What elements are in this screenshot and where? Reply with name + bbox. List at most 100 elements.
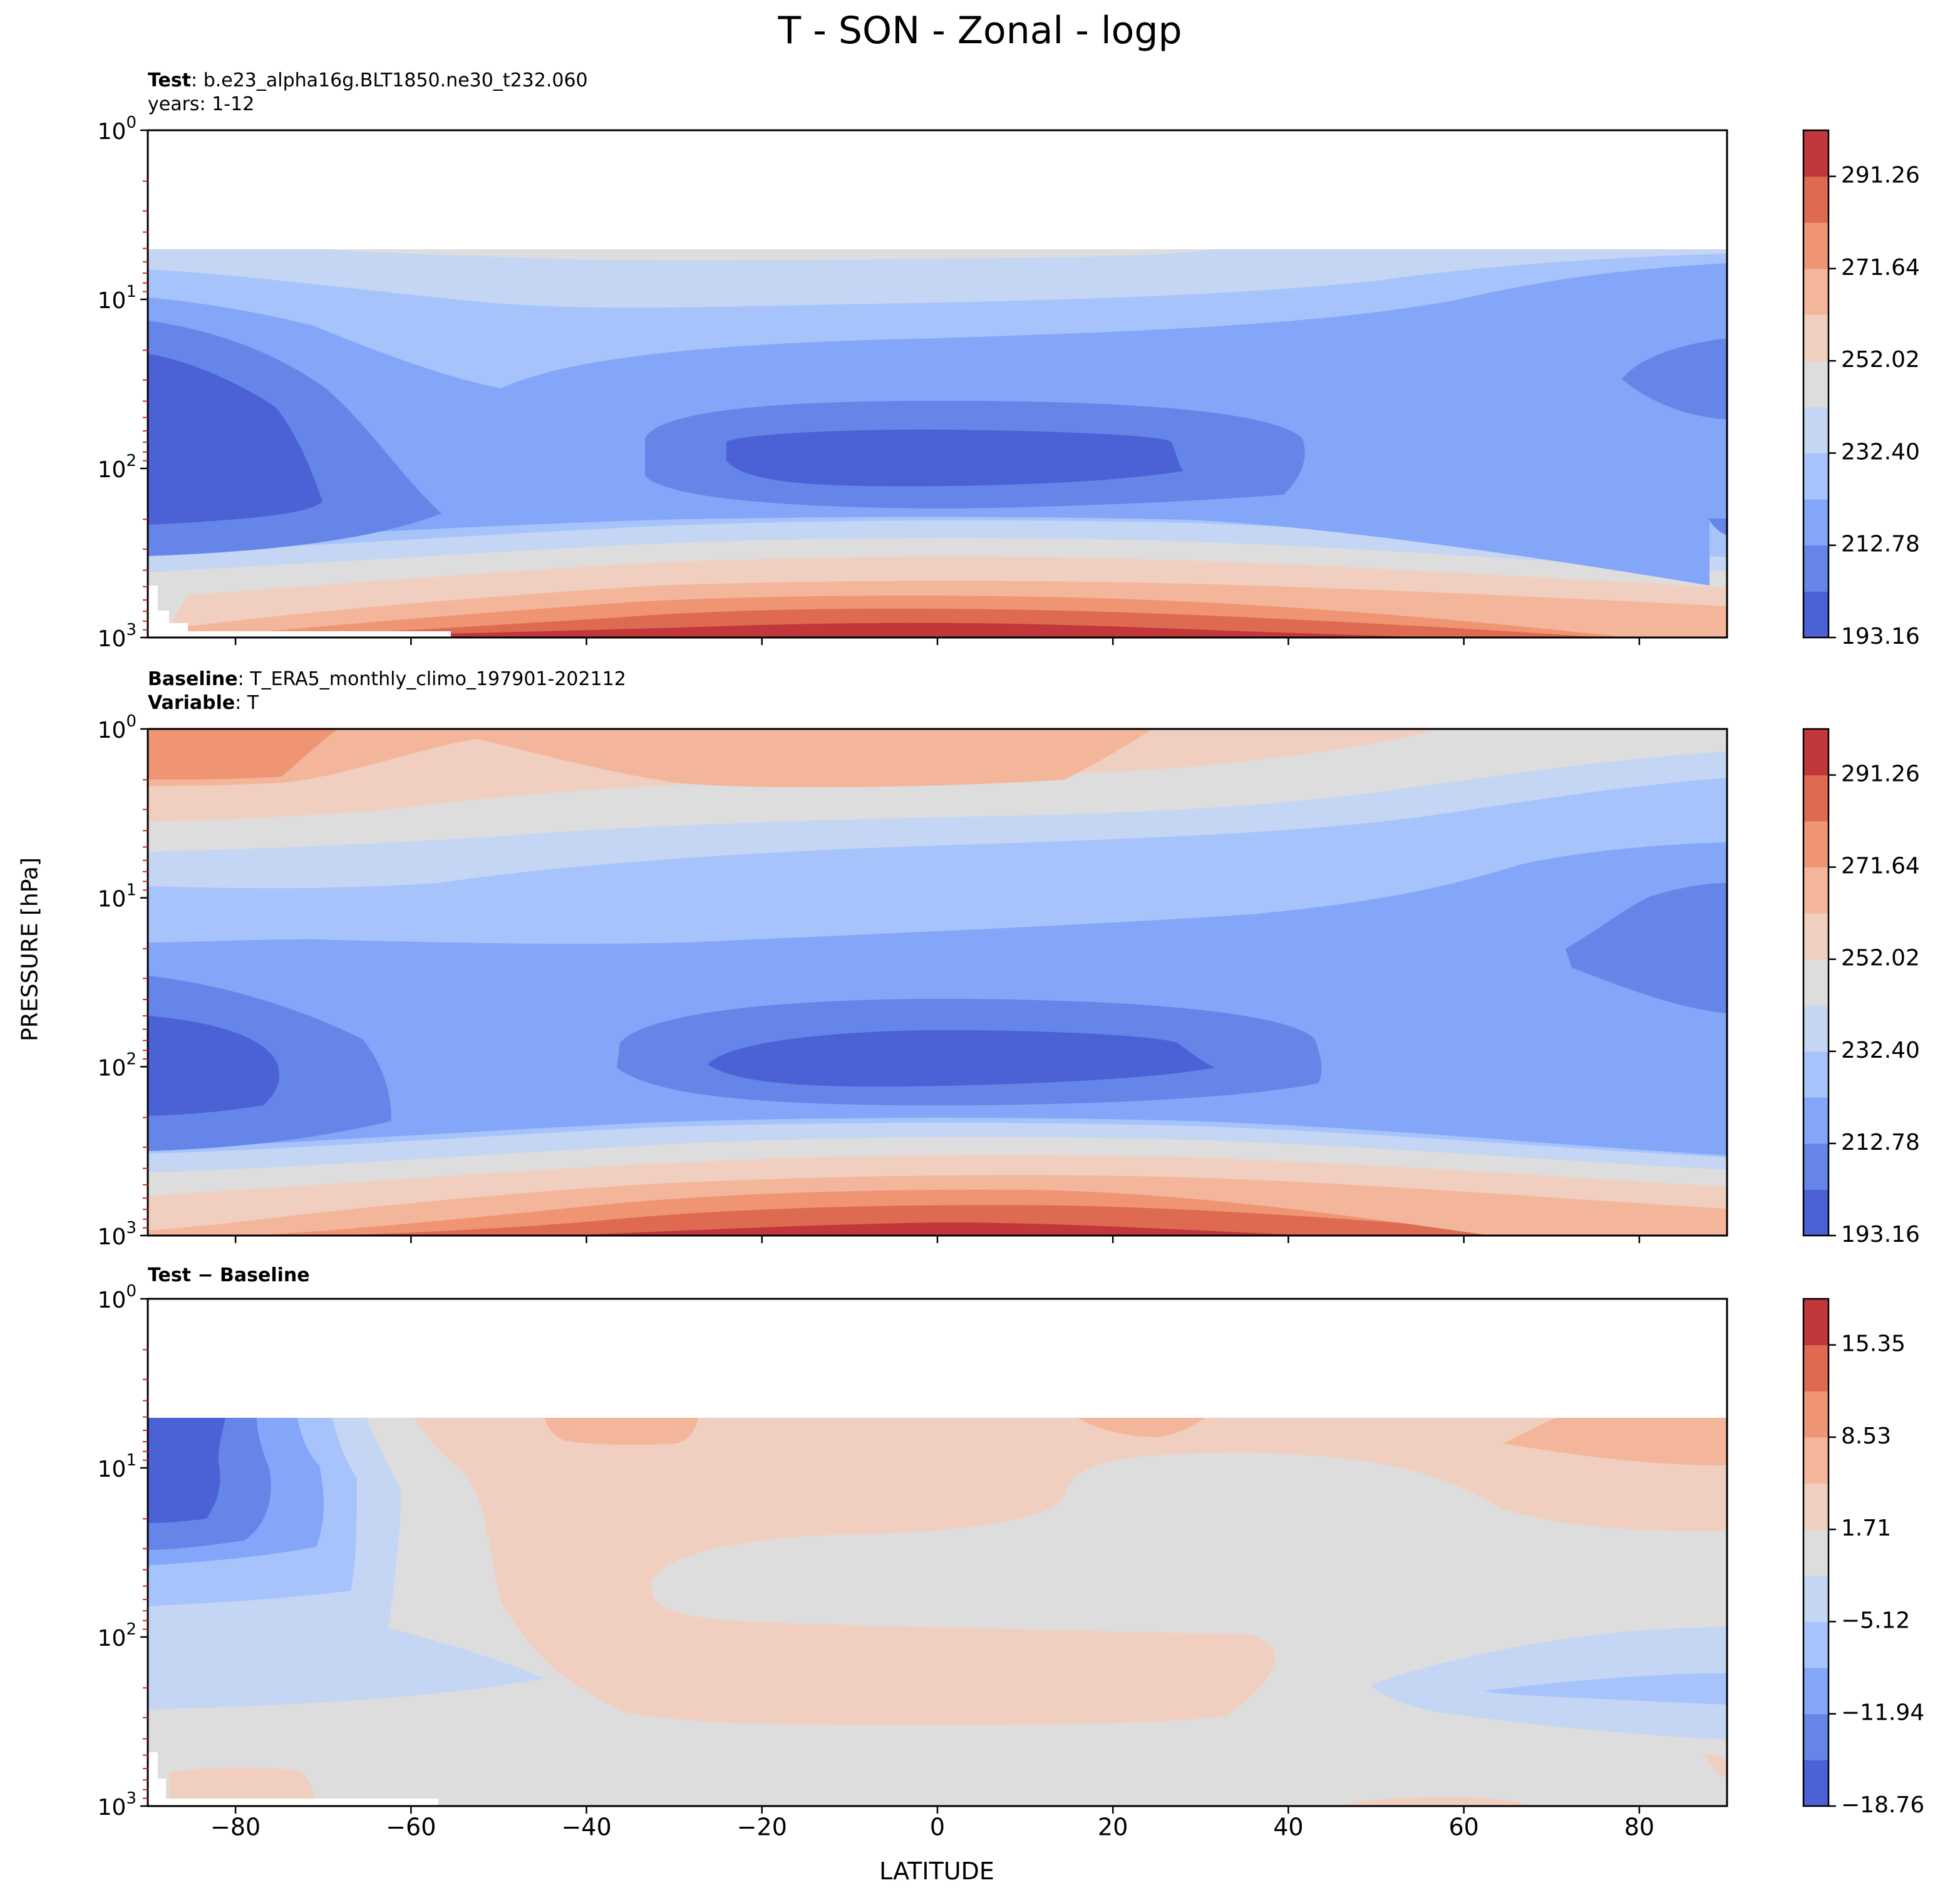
- colorbar-swatch: [1803, 1143, 1828, 1190]
- colorbar-swatch: [1803, 545, 1828, 592]
- test-sep: :: [191, 70, 204, 91]
- colorbar-swatch: [1803, 775, 1828, 822]
- colorbar-tick-label: 271.64: [1841, 255, 1920, 281]
- baseline-panel-title: Baseline: T_ERA5_monthly_climo_197901-20…: [148, 668, 626, 715]
- baseline-contour-plot: [148, 729, 1727, 1236]
- colorbar-swatch: [1803, 1483, 1828, 1530]
- figure-title: T - SON - Zonal - logp: [778, 9, 1182, 53]
- colorbar-swatch: [1803, 959, 1828, 1006]
- colorbar-tick-label: 1.71: [1841, 1515, 1891, 1541]
- colorbar-swatch: [1803, 1668, 1828, 1715]
- x-tick-label: 20: [1098, 1814, 1128, 1841]
- colorbar-swatch: [1803, 1391, 1828, 1438]
- x-tick-label: 80: [1624, 1814, 1654, 1841]
- colorbar-frame: [1802, 129, 1830, 639]
- colorbar-tick-label: 15.35: [1841, 1331, 1906, 1357]
- colorbar-swatch: [1803, 406, 1828, 453]
- band-1-nh: [1622, 338, 1727, 420]
- y-tick-label: 103: [98, 1219, 137, 1251]
- test-contour-plot: [148, 130, 1727, 638]
- y-tick-label: 102: [98, 452, 137, 483]
- y-tick-label: 103: [98, 621, 137, 653]
- colorbar-swatch: [1803, 1437, 1828, 1484]
- colorbar-tick-label: 291.26: [1841, 762, 1920, 787]
- variable-key: Variable: [148, 692, 235, 714]
- colorbar-swatch: [1803, 222, 1828, 269]
- test-case-name: b.e23_alpha16g.BLT1850.ne30_t232.060: [203, 70, 588, 91]
- axes-layer: 100 101 102 103 193.16 212.78 232.40 252.02 271.…: [98, 113, 1925, 1841]
- band-0-trop: [708, 1030, 1215, 1087]
- colorbar-tick-label: 212.78: [1841, 1130, 1920, 1155]
- colorbar-frame: [1802, 1298, 1830, 1807]
- y-axis-label: PRESSURE [hPa]: [17, 857, 43, 1041]
- colorbar-swatch: [1803, 821, 1828, 868]
- masked-surface: [148, 1752, 438, 1806]
- colorbar-swatch: [1803, 591, 1828, 638]
- colorbar-swatch: [1803, 1575, 1828, 1622]
- band-7-b: [1077, 1418, 1205, 1437]
- colorbar-swatch: [1803, 1189, 1828, 1236]
- colorbar-swatch: [1803, 729, 1828, 776]
- band-5-upper: [326, 249, 1215, 261]
- colorbar-tick-label: −18.76: [1841, 1792, 1924, 1818]
- colorbar-tick-label: −11.94: [1841, 1700, 1924, 1726]
- masked-surface: [148, 586, 451, 638]
- variable-sep: :: [235, 692, 247, 714]
- band-1-nh-low: [1708, 519, 1727, 535]
- x-tick-label: −60: [386, 1814, 436, 1841]
- band-4-upper: [148, 249, 1727, 308]
- x-tick-label: −20: [737, 1814, 787, 1841]
- y-tick-label: 100: [98, 712, 137, 744]
- band-1-nh: [1565, 883, 1727, 1013]
- variable-name: T: [247, 692, 259, 714]
- colorbar-swatch: [1803, 1621, 1828, 1668]
- colorbar-swatch: [1803, 1713, 1828, 1760]
- masked-top: [148, 1299, 1727, 1418]
- colorbar-swatch: [1803, 1529, 1828, 1576]
- y-tick-label: 101: [98, 282, 137, 314]
- colorbar-tick-label: 193.16: [1841, 1222, 1920, 1247]
- colorbar-swatch: [1803, 1051, 1828, 1098]
- y-tick-label: 101: [98, 880, 137, 912]
- band-4-nh: [1371, 1627, 1727, 1740]
- y-tick-label: 103: [98, 1789, 137, 1821]
- colorbar-swatch: [1803, 1760, 1828, 1807]
- colorbar-swatch: [1803, 913, 1828, 960]
- colorbar-tick-label: 291.26: [1841, 163, 1920, 188]
- colorbar-tick-label: 271.64: [1841, 854, 1920, 879]
- x-tick-label: 40: [1273, 1814, 1303, 1841]
- band-3-nh: [1484, 1673, 1727, 1705]
- colorbar-swatch: [1803, 867, 1828, 914]
- band-0-sh: [148, 1016, 280, 1116]
- colorbar-tick-label: 212.78: [1841, 532, 1920, 557]
- diff-panel-title: Test − Baseline: [148, 1264, 310, 1288]
- band-7-c: [1503, 1418, 1727, 1465]
- difference-contour-plot: [148, 1299, 1727, 1806]
- band-7-a: [545, 1418, 698, 1445]
- y-tick-label: 100: [98, 1282, 137, 1314]
- x-axis-label: LATITUDE: [879, 1857, 994, 1885]
- band-8-upper: [148, 729, 338, 780]
- colorbar-swatch: [1803, 1005, 1828, 1052]
- band-6-sfc-c: [1703, 1753, 1727, 1779]
- band-0-trop: [726, 429, 1184, 487]
- colorbar-swatch: [1803, 453, 1828, 500]
- colorbar-swatch: [1803, 268, 1828, 316]
- colorbar-frame: [1802, 728, 1830, 1237]
- colorbar-swatch: [1803, 1097, 1828, 1144]
- colorbar-tick-label: 8.53: [1841, 1423, 1891, 1449]
- colorbar-tick-label: 232.40: [1841, 1038, 1920, 1063]
- colorbar-tick-label: 193.16: [1841, 624, 1920, 649]
- y-tick-label: 102: [98, 1620, 137, 1652]
- x-tick-label: −40: [561, 1814, 611, 1841]
- baseline-sep: :: [237, 668, 250, 690]
- test-years: years: 1-12: [148, 93, 255, 115]
- x-tick-label: 60: [1448, 1814, 1478, 1841]
- band-7-upper: [148, 729, 1152, 788]
- colorbar-swatch: [1803, 499, 1828, 546]
- colorbar-tick-label: 252.02: [1841, 946, 1920, 971]
- y-tick-label: 102: [98, 1050, 137, 1082]
- test-panel-title: Test: b.e23_alpha16g.BLT1850.ne30_t232.0…: [148, 69, 588, 116]
- colorbar-swatch: [1803, 176, 1828, 223]
